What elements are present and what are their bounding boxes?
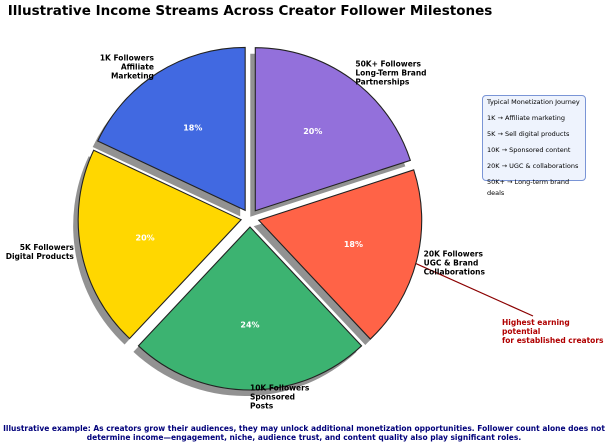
slice xyxy=(257,169,423,340)
category-label: 50K+ Followers Long-Term Brand Partnersh… xyxy=(355,59,427,87)
category-label: 5K Followers Digital Products xyxy=(5,242,74,261)
category-label: 10K Followers Sponsored Posts xyxy=(250,383,310,411)
slice xyxy=(137,226,363,391)
slice xyxy=(254,47,412,212)
category-label: 20K Followers UGC & Brand Collaborations xyxy=(423,249,485,277)
value-label: 18% xyxy=(183,123,202,132)
annotation: Highest earning potential for establishe… xyxy=(502,318,604,345)
chart-title: Illustrative Income Streams Across Creat… xyxy=(7,3,493,19)
info-item: 10K → Sponsored content xyxy=(487,146,571,154)
info-item: 20K → UGC & collaborations xyxy=(487,162,579,170)
value-label: 20% xyxy=(303,127,322,136)
info-item: 1K → Affiliate marketing xyxy=(487,114,566,122)
info-title: Typical Monetization Journey xyxy=(487,98,580,106)
value-label: 18% xyxy=(344,240,363,249)
value-label: 24% xyxy=(240,320,259,329)
footnote: Illustrative example: As creators grow t… xyxy=(3,424,605,442)
category-label: 1K Followers Affiliate Marketing xyxy=(99,53,154,81)
info-item: 50K+ → Long-term brand deals xyxy=(487,178,570,197)
info-item: 5K → Sell digital products xyxy=(487,130,570,138)
info-box: Typical Monetization Journey 1K → Affili… xyxy=(482,95,586,197)
value-label: 20% xyxy=(136,234,155,243)
slice xyxy=(77,149,243,340)
slice xyxy=(96,46,246,212)
